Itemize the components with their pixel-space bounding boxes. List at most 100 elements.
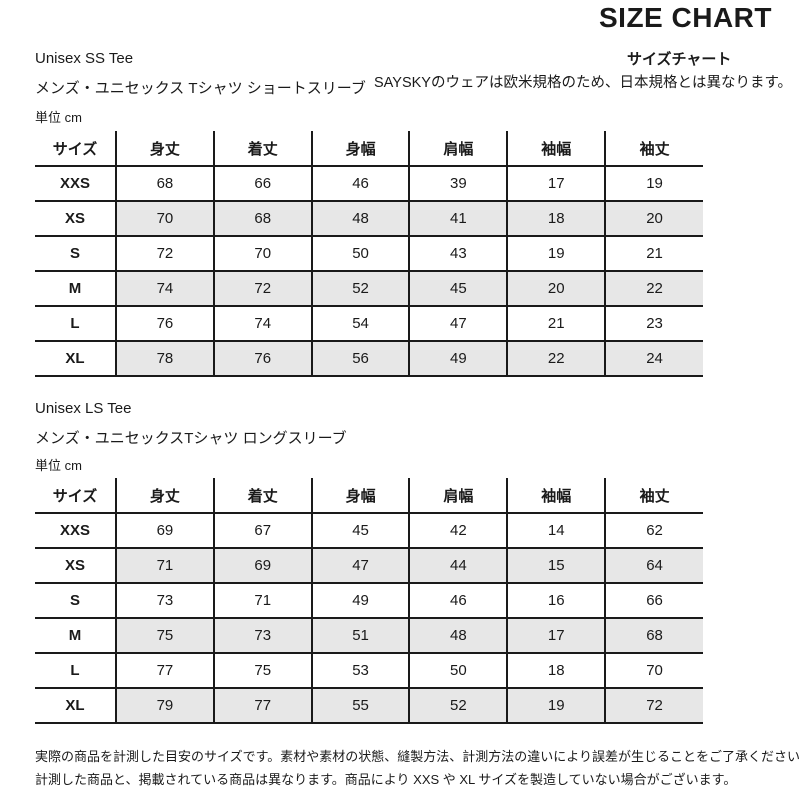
page-subtitle-jp: サイズチャート: [627, 51, 732, 68]
size-label: XL: [35, 341, 116, 377]
footer-note-2: 計測した商品と、掲載されている商品は異なります。商品により XXS や XL サ…: [35, 772, 737, 787]
size-label: XXS: [35, 166, 116, 202]
column-header: 身丈: [115, 131, 214, 167]
measurement-cell: 77: [212, 688, 312, 724]
measurement-cell: 49: [310, 583, 410, 619]
measurement-cell: 75: [212, 653, 312, 689]
measurement-cell: 66: [212, 166, 312, 202]
measurement-cell: 17: [506, 618, 606, 654]
table-row: XL 79 77 55 52 19 72: [35, 688, 703, 724]
column-header: 身丈: [115, 478, 214, 514]
measurement-cell: 46: [408, 583, 508, 619]
measurement-cell: 24: [604, 341, 703, 377]
measurement-cell: 77: [115, 653, 214, 689]
column-header: 肩幅: [408, 131, 508, 167]
measurement-cell: 56: [310, 341, 410, 377]
page-subtitle-note: SAYSKYのウェアは欧米規格のため、日本規格とは異なります。: [374, 75, 792, 91]
measurement-cell: 47: [408, 306, 508, 342]
measurement-cell: 47: [310, 548, 410, 584]
measurement-cell: 70: [115, 201, 214, 237]
measurement-cell: 74: [212, 306, 312, 342]
measurement-cell: 68: [212, 201, 312, 237]
column-header: 着丈: [212, 478, 312, 514]
column-header: サイズ: [35, 131, 116, 167]
measurement-cell: 48: [310, 201, 410, 237]
measurement-cell: 72: [115, 236, 214, 272]
measurement-cell: 76: [212, 341, 312, 377]
measurement-cell: 55: [310, 688, 410, 724]
header-row: サイズ 身丈 着丈 身幅 肩幅 袖幅 袖丈: [35, 131, 703, 167]
measurement-cell: 74: [115, 271, 214, 307]
size-label: XL: [35, 688, 116, 724]
measurement-cell: 70: [212, 236, 312, 272]
measurement-cell: 69: [115, 513, 214, 549]
measurement-cell: 39: [408, 166, 508, 202]
size-label: S: [35, 236, 116, 272]
measurement-cell: 71: [115, 548, 214, 584]
measurement-cell: 75: [115, 618, 214, 654]
measurement-cell: 49: [408, 341, 508, 377]
measurement-cell: 51: [310, 618, 410, 654]
table-row: M 75 73 51 48 17 68: [35, 618, 703, 654]
measurement-cell: 50: [408, 653, 508, 689]
column-header: 袖幅: [506, 478, 606, 514]
column-header: 肩幅: [408, 478, 508, 514]
table-row: XXS 69 67 45 42 14 62: [35, 513, 703, 549]
table-row: S 72 70 50 43 19 21: [35, 236, 703, 272]
section-title-en: Unisex SS Tee: [35, 50, 134, 67]
measurement-cell: 16: [506, 583, 606, 619]
size-table-ss-tee: サイズ 身丈 着丈 身幅 肩幅 袖幅 袖丈 XXS 68 66 46 39 17 19 XS 70 68 48 41…: [35, 131, 703, 377]
measurement-cell: 66: [604, 583, 703, 619]
table-row: S 73 71 49 46 16 66: [35, 583, 703, 619]
measurement-cell: 69: [212, 548, 312, 584]
size-label: S: [35, 583, 116, 619]
measurement-cell: 68: [604, 618, 703, 654]
size-label: L: [35, 306, 116, 342]
unit-label: 単位 cm: [35, 458, 82, 473]
measurement-cell: 19: [506, 688, 606, 724]
measurement-cell: 17: [506, 166, 606, 202]
column-header: 着丈: [212, 131, 312, 167]
size-label: XS: [35, 201, 116, 237]
size-label: M: [35, 618, 116, 654]
column-header: 袖丈: [604, 478, 703, 514]
measurement-cell: 20: [506, 271, 606, 307]
measurement-cell: 52: [310, 271, 410, 307]
measurement-cell: 43: [408, 236, 508, 272]
size-label: M: [35, 271, 116, 307]
unit-label: 単位 cm: [35, 110, 82, 125]
section-title-en: Unisex LS Tee: [35, 400, 132, 417]
measurement-cell: 45: [408, 271, 508, 307]
measurement-cell: 18: [506, 201, 606, 237]
measurement-cell: 64: [604, 548, 703, 584]
measurement-cell: 46: [310, 166, 410, 202]
measurement-cell: 23: [604, 306, 703, 342]
measurement-cell: 70: [604, 653, 703, 689]
column-header: 身幅: [310, 478, 410, 514]
table-row: XS 70 68 48 41 18 20: [35, 201, 703, 237]
measurement-cell: 52: [408, 688, 508, 724]
column-header: 身幅: [310, 131, 410, 167]
measurement-cell: 21: [506, 306, 606, 342]
size-label: L: [35, 653, 116, 689]
measurement-cell: 67: [212, 513, 312, 549]
table-row: XXS 68 66 46 39 17 19: [35, 166, 703, 202]
measurement-cell: 50: [310, 236, 410, 272]
measurement-cell: 72: [604, 688, 703, 724]
measurement-cell: 45: [310, 513, 410, 549]
measurement-cell: 19: [604, 166, 703, 202]
table-row: XL 78 76 56 49 22 24: [35, 341, 703, 377]
table-row: XS 71 69 47 44 15 64: [35, 548, 703, 584]
measurement-cell: 14: [506, 513, 606, 549]
section-title-jp: メンズ・ユニセックスTシャツ ロングスリーブ: [35, 430, 347, 447]
measurement-cell: 18: [506, 653, 606, 689]
measurement-cell: 41: [408, 201, 508, 237]
measurement-cell: 73: [115, 583, 214, 619]
measurement-cell: 54: [310, 306, 410, 342]
measurement-cell: 73: [212, 618, 312, 654]
header-row: サイズ 身丈 着丈 身幅 肩幅 袖幅 袖丈: [35, 478, 703, 514]
measurement-cell: 21: [604, 236, 703, 272]
column-header: 袖丈: [604, 131, 703, 167]
table-row: L 76 74 54 47 21 23: [35, 306, 703, 342]
measurement-cell: 22: [604, 271, 703, 307]
